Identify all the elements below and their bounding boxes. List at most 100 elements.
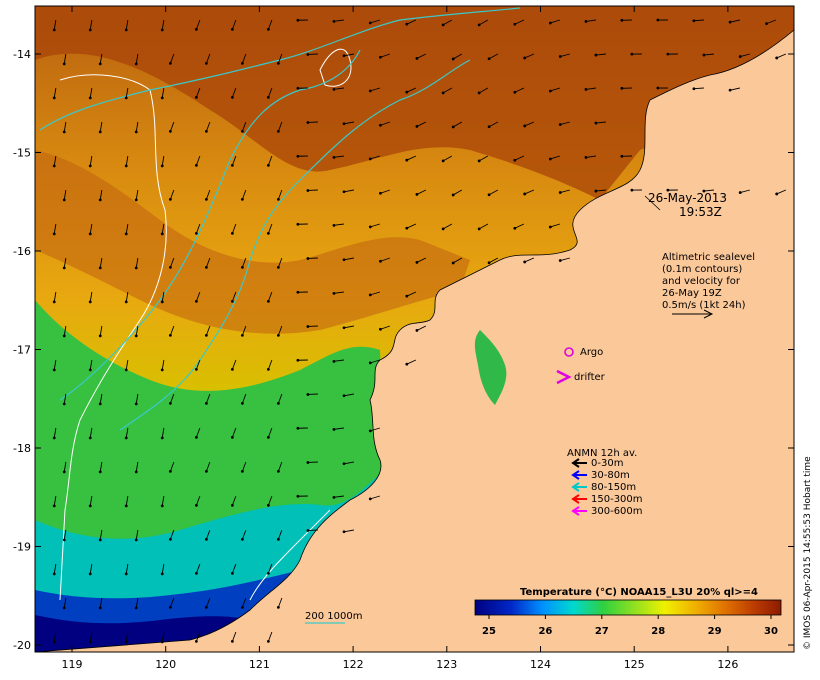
velocity-arrow [370,155,381,160]
velocity-arrow [406,87,417,93]
velocity-arrow [53,19,57,30]
velocity-arrow-head [775,56,779,60]
velocity-arrow-head [594,189,598,193]
velocity-arrow-head [230,571,234,575]
velocity-arrow [169,461,175,472]
velocity-arrow-head [204,265,208,269]
velocity-arrow [277,53,283,64]
velocity-arrow-head [230,163,234,167]
velocity-arrow [125,87,129,98]
velocity-arrow [89,87,93,98]
velocity-arrow [370,495,381,500]
velocity-arrow [524,53,535,59]
velocity-arrow-head [194,571,198,575]
velocity-arrow-head [124,572,128,576]
velocity-arrow-head [342,326,346,330]
velocity-arrow-head [379,191,382,195]
velocity-arrow-head [368,157,372,161]
velocity-arrow [99,529,103,540]
inlet-water [474,330,507,405]
velocity-arrow-head [342,54,346,58]
velocity-arrow [241,257,247,268]
velocity-arrow [277,325,283,336]
velocity-arrow [205,121,211,132]
velocity-arrow-head [702,189,706,193]
velocity-arrow [169,325,175,336]
velocity-scale-arrowhead [703,309,714,319]
velocity-arrow [452,53,463,60]
velocity-arrow [343,393,354,397]
velocity-arrow [478,87,489,94]
velocity-arrow-head [168,333,172,337]
velocity-arrow [53,291,57,302]
velocity-arrow [333,291,344,294]
velocity-arrow-head [204,469,208,473]
velocity-arrow [231,563,237,574]
warm-water-patch [35,150,470,334]
velocity-arrow [693,19,704,22]
velocity-arrow-head [342,258,346,262]
velocity-arrow [89,155,93,166]
velocity-arrow [333,427,344,430]
lat-tick-label: -20 [13,639,31,652]
velocity-arrow [267,19,273,30]
velocity-arrow-head [451,57,455,61]
velocity-arrow-head [441,227,445,231]
velocity-arrow [125,223,129,234]
velocity-arrow-head [620,154,624,158]
velocity-arrow-head [124,300,128,304]
velocity-arrow [195,223,201,234]
velocity-arrow [241,53,247,64]
velocity-arrow [53,427,57,438]
velocity-arrow-head [194,367,198,371]
velocity-arrow [125,495,129,506]
velocity-arrow [125,19,129,30]
velocity-arrow-head [405,22,409,26]
velocity-arrow-head [306,393,310,396]
velocity-arrow [231,495,237,506]
colorbar-tick-label: 30 [764,626,778,637]
anmn-legend-title: ANMN 12h av. [567,448,637,459]
velocity-arrow-head [168,469,172,473]
velocity-arrow [416,121,427,127]
velocity-arrow [169,257,175,268]
velocity-arrow-head [368,293,372,297]
velocity-arrow [370,87,381,92]
velocity-arrow [560,257,570,261]
velocity-arrow [135,393,139,404]
velocity-arrow [99,53,103,64]
velocity-arrow-head [477,23,481,27]
velocity-arrow-head [728,20,732,24]
velocity-arrow-head [692,19,696,23]
velocity-arrow [277,257,283,268]
anmn-legend-label: 300-600m [591,506,643,517]
velocity-arrow [514,155,525,161]
velocity-arrow [241,529,247,540]
velocity-arrow-head [368,21,372,25]
velocity-arrow-head [415,193,419,196]
velocity-arrow [53,495,57,506]
colorbar-tick-label: 27 [595,626,609,637]
velocity-arrow [135,529,139,540]
velocity-arrow-head [266,435,270,439]
velocity-arrow-head [240,265,244,269]
velocity-arrow [416,257,427,263]
velocity-arrow-head [240,333,244,337]
velocity-arrow [524,257,535,263]
velocity-arrow-head [405,362,409,366]
velocity-arrow-head [194,27,198,31]
sealevel-info-line: and velocity for [662,276,741,287]
velocity-arrow-head [52,96,56,100]
velocity-arrow [161,291,165,302]
velocity-arrow-head [405,90,409,94]
velocity-arrow [370,291,381,296]
velocity-arrow [478,19,489,26]
velocity-arrow [267,223,273,234]
velocity-arrow-head [415,329,419,332]
velocity-arrow-head [62,402,66,406]
velocity-arrow-head [548,89,552,93]
velocity-arrow-head [487,57,491,61]
velocity-arrow [89,223,93,234]
velocity-arrow-head [88,572,92,576]
velocity-arrow-head [405,294,409,298]
